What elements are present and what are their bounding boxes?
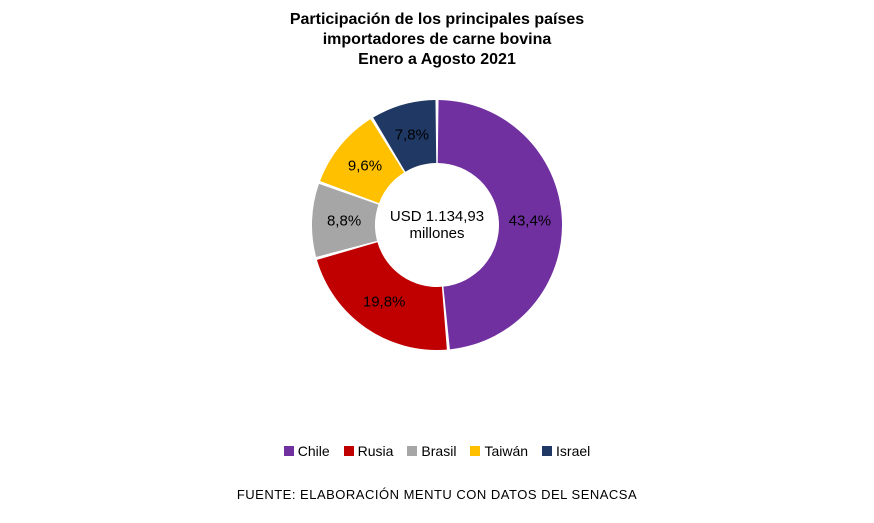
chart-legend: Chile Rusia Brasil Taiwán Israel <box>0 443 874 459</box>
legend-item-israel: Israel <box>542 443 590 459</box>
legend-swatch-israel <box>542 446 552 456</box>
legend-label-israel: Israel <box>556 443 590 459</box>
chart-source: FUENTE: ELABORACIÓN MENTU CON DATOS DEL … <box>0 487 874 502</box>
legend-label-rusia: Rusia <box>358 443 394 459</box>
legend-item-taiwán: Taiwán <box>470 443 528 459</box>
legend-item-rusia: Rusia <box>344 443 394 459</box>
legend-swatch-chile <box>284 446 294 456</box>
legend-label-chile: Chile <box>298 443 330 459</box>
legend-label-brasil: Brasil <box>421 443 456 459</box>
legend-swatch-taiwán <box>470 446 480 456</box>
chart-container: Participación de los principales países … <box>0 0 874 523</box>
donut-slice-rusia <box>317 242 447 350</box>
title-line-3: Enero a Agosto 2021 <box>358 51 516 68</box>
chart-title: Participación de los principales países … <box>0 10 874 70</box>
legend-label-taiwán: Taiwán <box>484 443 528 459</box>
chart-area: USD 1.134,93 millones 43,4%19,8%8,8%9,6%… <box>0 100 874 350</box>
legend-swatch-brasil <box>407 446 417 456</box>
legend-swatch-rusia <box>344 446 354 456</box>
title-line-1: Participación de los principales países <box>290 11 584 28</box>
donut-slice-chile <box>438 100 562 349</box>
title-line-2: importadores de carne bovina <box>323 31 552 48</box>
legend-item-brasil: Brasil <box>407 443 456 459</box>
legend-item-chile: Chile <box>284 443 330 459</box>
donut-chart: USD 1.134,93 millones 43,4%19,8%8,8%9,6%… <box>312 100 562 350</box>
